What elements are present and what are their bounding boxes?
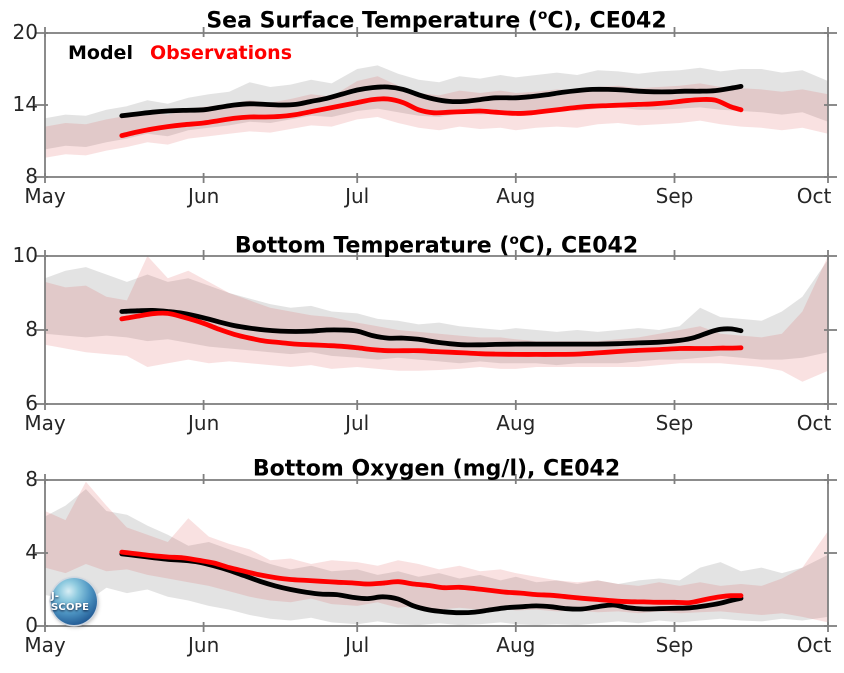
legend-observations-label: Observations bbox=[150, 42, 293, 64]
data-lines bbox=[119, 84, 744, 138]
observations-line bbox=[119, 310, 744, 357]
title-text: Bottom Temperature ( bbox=[234, 233, 510, 259]
observations-line bbox=[119, 96, 744, 138]
title-superscript: o bbox=[537, 7, 548, 23]
plot-frame bbox=[44, 32, 829, 178]
title-text: Sea Surface Temperature ( bbox=[206, 8, 538, 34]
model-line bbox=[119, 551, 744, 616]
obs-uncertainty-band bbox=[45, 76, 828, 158]
uncertainty-bands bbox=[45, 481, 828, 626]
observations-line bbox=[119, 549, 744, 606]
data-lines bbox=[119, 307, 744, 357]
panel-title-sea-surface-temperature: Sea Surface Temperature (oC), CE042 bbox=[45, 2, 828, 34]
model-uncertainty-band bbox=[45, 259, 828, 366]
model-line bbox=[119, 307, 744, 348]
uncertainty-bands bbox=[45, 256, 828, 382]
plot-frame bbox=[44, 255, 829, 405]
title-text: C), CE042 bbox=[547, 8, 667, 34]
obs-uncertainty-band bbox=[45, 481, 828, 623]
data-lines bbox=[119, 549, 744, 616]
plot-frame bbox=[44, 479, 829, 627]
legend-model-label: Model bbox=[68, 42, 133, 64]
title-superscript: o bbox=[509, 232, 519, 248]
title-text: Bottom Oxygen (mg/l), CE042 bbox=[252, 456, 621, 482]
panel-title-bottom-temperature: Bottom Temperature (oC), CE042 bbox=[45, 227, 828, 259]
jscope-logo: J-SCOPE bbox=[51, 578, 97, 625]
model-uncertainty-band bbox=[45, 489, 828, 626]
jscope-logo-text: J-SCOPE bbox=[51, 590, 90, 613]
panel-title-bottom-oxygen: Bottom Oxygen (mg/l), CE042 bbox=[45, 450, 828, 482]
model-uncertainty-band bbox=[45, 65, 828, 150]
model-line bbox=[119, 84, 744, 119]
uncertainty-bands bbox=[45, 65, 828, 158]
title-text: C), CE042 bbox=[518, 233, 639, 259]
